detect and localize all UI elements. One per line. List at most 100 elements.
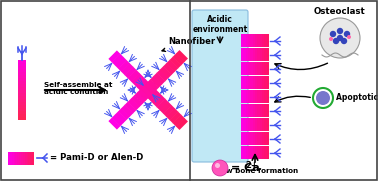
Bar [264, 146, 267, 159]
Bar [262, 146, 265, 159]
Bar [260, 48, 262, 61]
Polygon shape [173, 53, 185, 65]
Text: Acidic
environment: Acidic environment [192, 15, 248, 34]
Polygon shape [150, 92, 162, 104]
Bar [21, 151, 23, 165]
Bar [243, 62, 246, 75]
Bar [18, 102, 26, 105]
Bar [260, 104, 262, 117]
Polygon shape [169, 56, 181, 69]
Polygon shape [112, 114, 124, 126]
Bar [250, 118, 253, 131]
Bar [262, 132, 265, 145]
Polygon shape [118, 60, 130, 72]
Bar [260, 132, 262, 145]
Bar [243, 146, 246, 159]
Bar [243, 118, 246, 131]
Bar [262, 48, 265, 61]
Bar [18, 93, 26, 96]
Polygon shape [169, 111, 181, 123]
Bar [253, 90, 255, 103]
Polygon shape [131, 95, 143, 107]
Polygon shape [118, 108, 130, 120]
Bar [248, 48, 251, 61]
Bar [18, 117, 26, 120]
Bar [253, 76, 255, 89]
Bar [255, 90, 257, 103]
Text: New bone formation: New bone formation [215, 168, 299, 174]
Text: 2+: 2+ [245, 161, 258, 169]
Polygon shape [156, 69, 169, 81]
Bar [253, 118, 255, 131]
Bar [18, 105, 26, 108]
Bar [264, 118, 267, 131]
Polygon shape [153, 73, 166, 85]
Bar [257, 118, 260, 131]
Bar [18, 108, 26, 111]
Bar [262, 104, 265, 117]
Bar [260, 146, 262, 159]
Bar [243, 104, 246, 117]
Polygon shape [108, 50, 121, 62]
Bar [257, 90, 260, 103]
Polygon shape [160, 102, 172, 114]
Polygon shape [150, 76, 162, 88]
Bar [23, 151, 25, 165]
Polygon shape [128, 70, 140, 82]
Circle shape [344, 31, 350, 37]
Bar [246, 62, 248, 75]
Bar [253, 146, 255, 159]
Bar [264, 104, 267, 117]
Polygon shape [176, 118, 188, 130]
Polygon shape [137, 89, 149, 101]
Polygon shape [115, 57, 127, 69]
Bar [18, 114, 26, 117]
Bar [264, 34, 267, 47]
Text: Nanofiber: Nanofiber [162, 37, 215, 51]
Polygon shape [115, 111, 127, 123]
Bar [250, 76, 253, 89]
Bar [243, 90, 246, 103]
Bar [241, 118, 243, 131]
Polygon shape [121, 105, 133, 117]
Bar [248, 76, 251, 89]
Polygon shape [134, 92, 146, 104]
Bar [264, 90, 267, 103]
Bar [17, 151, 19, 165]
Polygon shape [144, 86, 156, 98]
Bar [246, 76, 248, 89]
Bar [264, 76, 267, 89]
Bar [266, 76, 269, 89]
Bar [250, 62, 253, 75]
Bar [253, 132, 255, 145]
Polygon shape [163, 63, 175, 75]
Bar [246, 104, 248, 117]
Bar [257, 76, 260, 89]
Bar [255, 104, 257, 117]
Bar [255, 76, 257, 89]
Bar [18, 78, 26, 81]
Circle shape [333, 38, 339, 44]
Bar [246, 118, 248, 131]
Polygon shape [137, 79, 149, 91]
Circle shape [341, 38, 347, 44]
Bar [248, 90, 251, 103]
Polygon shape [147, 79, 159, 91]
Bar [262, 90, 265, 103]
Circle shape [347, 35, 351, 39]
Bar [262, 34, 265, 47]
Bar [255, 146, 257, 159]
Bar [246, 90, 248, 103]
Circle shape [337, 35, 343, 41]
Bar [18, 60, 26, 63]
Polygon shape [108, 117, 121, 130]
Bar [257, 146, 260, 159]
Polygon shape [124, 66, 136, 79]
Bar [248, 132, 251, 145]
Polygon shape [144, 82, 156, 94]
Bar [257, 62, 260, 75]
Bar [18, 81, 26, 84]
Circle shape [329, 37, 333, 41]
Bar [19, 151, 21, 165]
Bar [241, 34, 243, 47]
